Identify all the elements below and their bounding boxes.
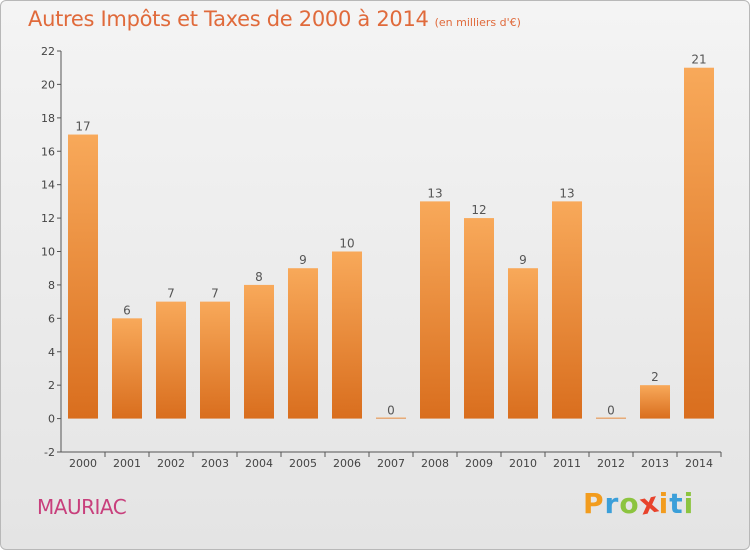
bar — [244, 284, 274, 419]
x-tick-label: 2012 — [597, 457, 625, 470]
data-label: 7 — [167, 287, 175, 301]
data-label: 12 — [471, 203, 486, 217]
data-label: 7 — [211, 287, 219, 301]
data-label: 8 — [255, 270, 263, 284]
bar — [420, 201, 450, 419]
y-tick-label: 18 — [41, 112, 55, 125]
y-tick-label: 4 — [48, 346, 55, 359]
logo-letter: i — [658, 487, 670, 520]
x-tick-label: 2014 — [685, 457, 713, 470]
bar — [200, 301, 230, 419]
data-label: 17 — [75, 120, 90, 134]
x-tick-label: 2008 — [421, 457, 449, 470]
logo-letter: t — [669, 487, 684, 520]
y-tick-label: 10 — [41, 246, 55, 259]
y-tick-label: 20 — [41, 78, 55, 91]
bar — [552, 201, 582, 419]
x-tick-label: 2010 — [509, 457, 537, 470]
chart-title-text: Autres Impôts et Taxes de 2000 à 2014 — [28, 7, 429, 31]
y-tick-label: 8 — [48, 279, 55, 292]
x-tick-label: 2006 — [333, 457, 361, 470]
bars — [68, 67, 714, 419]
logo-letter: o — [619, 487, 640, 520]
x-tick-label: 2013 — [641, 457, 669, 470]
bar — [640, 385, 670, 419]
data-label: 13 — [427, 186, 442, 200]
data-label: 6 — [123, 303, 131, 317]
bar — [288, 268, 318, 419]
bar — [596, 417, 626, 419]
bar — [68, 134, 98, 419]
x-tick-label: 2001 — [113, 457, 141, 470]
x-tick-label: 2000 — [69, 457, 97, 470]
x-tick-label: 2005 — [289, 457, 317, 470]
y-tick-label: 0 — [48, 413, 55, 426]
bar — [156, 301, 186, 419]
bar — [464, 218, 494, 419]
location-label: MAURIAC — [37, 495, 127, 519]
data-label: 10 — [339, 237, 354, 251]
proxiti-logo[interactable]: Proxiti — [583, 485, 695, 521]
chart-subtitle: (en milliers d'€) — [434, 16, 521, 29]
x-tick-label: 2007 — [377, 457, 405, 470]
data-labels: 17 6 7 7 8 9 10 0 13 12 9 13 0 2 21 — [75, 53, 706, 418]
x-tick-label: 2002 — [157, 457, 185, 470]
y-tick-label: 2 — [48, 379, 55, 392]
data-label: 9 — [299, 253, 307, 267]
chart-title: Autres Impôts et Taxes de 2000 à 2014 (en… — [28, 7, 521, 31]
data-label: 2 — [651, 370, 659, 384]
data-label: 21 — [691, 53, 706, 67]
logo-letter: P — [583, 487, 605, 520]
logo-letter: i — [683, 487, 695, 520]
y-tick-label: 14 — [41, 179, 55, 192]
bar — [376, 417, 406, 419]
y-tick-label: 6 — [48, 312, 55, 325]
x-tick-label: 2011 — [553, 457, 581, 470]
x-tick-label: 2004 — [245, 457, 273, 470]
data-label: 9 — [519, 253, 527, 267]
y-tick-label: 12 — [41, 212, 55, 225]
x-tick-label: 2009 — [465, 457, 493, 470]
y-tick-label: -2 — [44, 446, 55, 459]
data-label: 0 — [387, 404, 395, 418]
bar — [684, 67, 714, 419]
y-tick-label: 22 — [41, 45, 55, 58]
bar — [332, 251, 362, 419]
data-label: 0 — [607, 404, 615, 418]
data-label: 13 — [559, 186, 574, 200]
x-tick-label: 2003 — [201, 457, 229, 470]
bar — [508, 268, 538, 419]
logo-letter: r — [604, 487, 620, 520]
bar — [112, 318, 142, 419]
y-tick-label: 16 — [41, 145, 55, 158]
